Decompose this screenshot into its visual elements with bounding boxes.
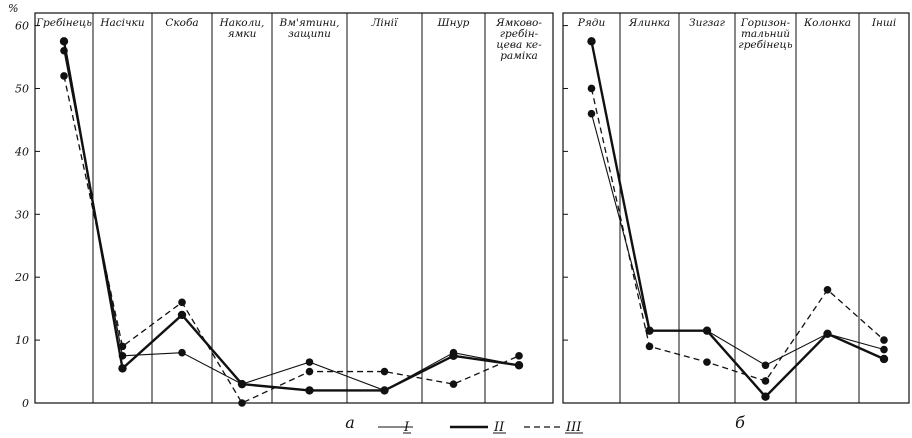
data-point bbox=[587, 109, 596, 118]
y-tick-label: 50 bbox=[15, 82, 29, 95]
category-label: Наколи, bbox=[219, 17, 265, 29]
category-label: защипи bbox=[288, 28, 331, 40]
y-tick-label: 30 bbox=[15, 208, 29, 221]
panel-label: а bbox=[345, 413, 355, 432]
category-label: Горизон- bbox=[740, 17, 791, 29]
category-label: Ряди bbox=[577, 17, 606, 29]
data-point bbox=[177, 310, 187, 320]
data-point bbox=[515, 352, 523, 360]
data-point bbox=[645, 342, 654, 351]
data-point bbox=[59, 37, 69, 46]
y-tick-label: 20 bbox=[14, 271, 29, 284]
series-line-III bbox=[63, 75, 520, 404]
data-point bbox=[449, 380, 458, 388]
category-label: Скоба bbox=[165, 17, 198, 29]
data-point bbox=[237, 379, 247, 389]
category-label: Ялинка bbox=[628, 17, 670, 29]
data-point bbox=[587, 37, 596, 46]
data-point bbox=[645, 326, 654, 335]
category-label: Колонка bbox=[803, 17, 851, 29]
series-line-I bbox=[63, 50, 520, 392]
legend-label: I bbox=[403, 420, 410, 435]
data-point bbox=[823, 329, 832, 339]
data-point bbox=[118, 342, 127, 351]
plot-frame bbox=[34, 12, 554, 404]
category-label: гребін- bbox=[500, 28, 539, 40]
panel-a: Гребінець Насічки Скоба Наколи,ямки Вм'ятини… bbox=[8, 2, 554, 432]
plot-frame bbox=[562, 12, 910, 404]
category-label: Інші bbox=[871, 17, 896, 29]
legend: I II III bbox=[378, 420, 583, 435]
data-point bbox=[118, 364, 127, 373]
data-point bbox=[380, 367, 389, 376]
data-point bbox=[880, 345, 888, 354]
panel-label: б bbox=[735, 413, 745, 432]
category-label: цева ке- bbox=[496, 39, 542, 51]
data-point bbox=[305, 367, 314, 376]
series-line-II bbox=[62, 41, 520, 392]
data-point bbox=[514, 361, 524, 370]
series-line-III bbox=[590, 88, 885, 382]
data-point bbox=[178, 348, 186, 357]
category-label: Лінії bbox=[371, 17, 399, 29]
panel-b: Ряди Ялинка Зигзаг Горизон-тальнийгребінець… bbox=[562, 12, 910, 432]
category-label: Насічки bbox=[99, 17, 144, 29]
category-label: Гребінець bbox=[35, 17, 92, 29]
category-label: гребінець bbox=[738, 39, 792, 51]
legend-label: III bbox=[565, 420, 582, 435]
data-point bbox=[702, 326, 712, 335]
series-line-I bbox=[590, 113, 885, 366]
y-tick-label: 0 bbox=[22, 397, 29, 410]
data-point bbox=[305, 386, 314, 395]
series-line-II bbox=[590, 41, 885, 399]
y-tick-label: 10 bbox=[15, 334, 29, 347]
data-point bbox=[60, 72, 68, 80]
legend-label: II bbox=[493, 420, 505, 435]
category-label: Ямково- bbox=[495, 17, 542, 29]
y-axis-label: % bbox=[8, 2, 18, 15]
data-point bbox=[879, 354, 889, 364]
data-point bbox=[761, 361, 770, 370]
category-label: Вм'ятини, bbox=[279, 17, 340, 29]
data-point bbox=[449, 351, 458, 361]
data-point bbox=[305, 358, 314, 366]
data-point bbox=[880, 336, 888, 344]
data-point bbox=[761, 377, 770, 385]
data-point bbox=[238, 399, 246, 407]
data-point bbox=[178, 298, 186, 307]
category-label: тальний bbox=[741, 28, 790, 40]
category-label: Шнур bbox=[437, 17, 470, 29]
y-tick-label: 40 bbox=[14, 145, 29, 158]
data-point bbox=[380, 386, 389, 395]
data-point bbox=[703, 358, 711, 366]
category-label: раміка bbox=[500, 50, 538, 62]
data-point bbox=[761, 392, 770, 401]
data-point bbox=[823, 285, 832, 294]
category-label: ямки bbox=[228, 28, 257, 40]
y-tick-label: 60 bbox=[15, 20, 29, 33]
category-label: Зигзаг bbox=[689, 17, 726, 29]
data-point bbox=[587, 84, 596, 93]
